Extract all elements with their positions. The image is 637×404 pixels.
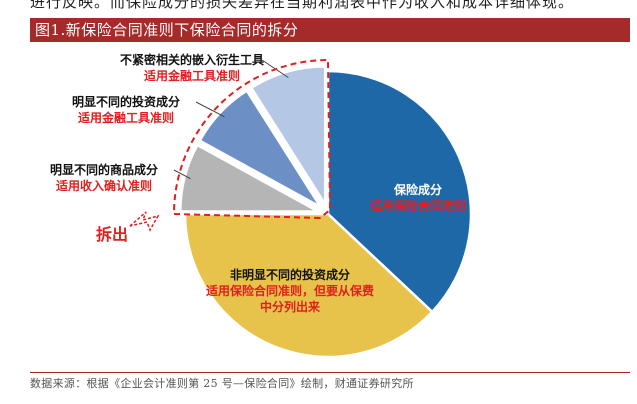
- slice-label-5: 不紧密相关的嵌入衍生工具: [120, 52, 264, 67]
- slice-label-3: 明显不同的商品成分: [50, 162, 158, 177]
- slice-sublabel-5: 适用金融工具准则: [144, 68, 240, 83]
- data-source-note: 数据来源：根据《企业会计准则第 25 号—保险合同》绘制，财通证券研究所: [30, 372, 630, 392]
- figure-title: 图1.新保险合同准则下保险合同的拆分: [30, 18, 630, 42]
- slice-sublabel-3: 适用收入确认准则: [56, 178, 152, 193]
- pie-chart: 保险成分适用保险合同准则非明显不同的投资成分适用保险合同准则，但要从保费中分列出…: [50, 52, 473, 359]
- pie-slice-2: [183, 212, 435, 359]
- slice-label-2: 非明显不同的投资成分: [230, 267, 350, 282]
- leader-line-3: [173, 169, 191, 180]
- intro-text: 进行反映。而保险成分的损失差异在当期利润表中作为收入和成本详细体现。: [30, 0, 575, 9]
- split-outline: [172, 58, 332, 220]
- slice-sublabel-2: 适用保险合同准则，但要从保费中分列出来: [206, 283, 374, 314]
- slice-sublabel-1: 适用保险合同准则: [370, 198, 466, 213]
- slice-label-1: 保险成分: [393, 182, 442, 197]
- slice-sublabel-4: 适用金融工具准则: [78, 110, 174, 125]
- slice-label-4: 明显不同的投资成分: [72, 94, 180, 109]
- pie-slice-3: [179, 143, 319, 213]
- pie-slice-1: [326, 69, 473, 314]
- pie-slice-5: [249, 65, 327, 209]
- split-arrow-icon: [129, 211, 160, 232]
- pie-slice-4: [198, 88, 322, 209]
- split-label: 拆出: [96, 225, 128, 244]
- leader-line-4: [195, 101, 225, 118]
